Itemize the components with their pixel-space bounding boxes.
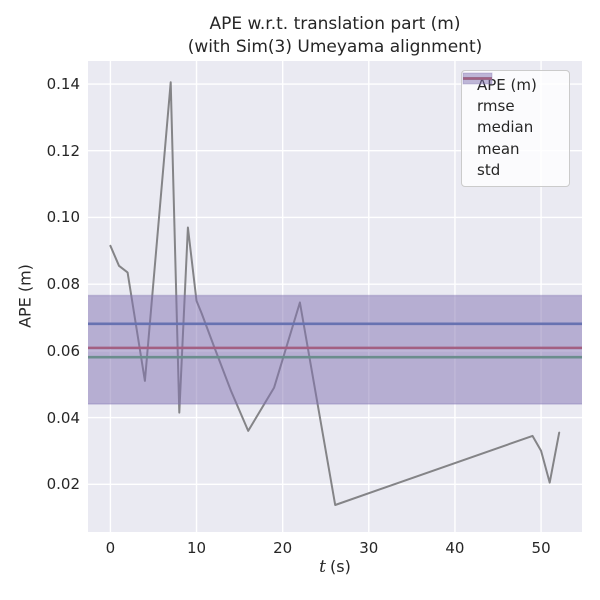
legend-entry-std: std <box>462 72 569 181</box>
x-tick-label: 20 <box>273 539 293 557</box>
x-tick-label: 40 <box>445 539 465 557</box>
y-tick-label: 0.12 <box>46 141 80 160</box>
y-tick-label: 0.06 <box>46 341 80 360</box>
plot-area: APE (m) rmse median mean std <box>88 61 582 532</box>
chart-title-line2: (with Sim(3) Umeyama alignment) <box>187 37 483 57</box>
x-axis-label: t (s) <box>88 557 582 577</box>
legend-entry-median: median <box>463 77 569 138</box>
y-tick-label: 0.14 <box>46 75 80 94</box>
chart-title: APE w.r.t. translation part (m) (with Si… <box>88 13 582 59</box>
legend-label: median <box>477 118 534 137</box>
chart-title-line1: APE w.r.t. translation part (m) <box>209 14 461 34</box>
y-tick-label: 0.02 <box>46 475 80 494</box>
legend-entry-mean: mean <box>463 77 569 159</box>
legend-swatch-band <box>462 72 493 85</box>
y-axis-label: APE (m) <box>15 264 35 328</box>
x-tick-label: 50 <box>531 539 551 557</box>
legend-label: std <box>477 161 501 180</box>
legend-label: rmse <box>477 97 515 116</box>
x-tick-label: 10 <box>186 539 207 557</box>
x-axis-label-var: t <box>319 557 326 577</box>
y-tick-label: 0.08 <box>46 275 80 294</box>
x-axis-label-unit: (s) <box>330 557 351 576</box>
x-tick-label: 0 <box>105 539 116 557</box>
legend-label: mean <box>477 139 520 158</box>
legend: APE (m) rmse median mean std <box>461 70 570 187</box>
std-band <box>88 295 582 404</box>
legend-entry-rmse: rmse <box>463 77 569 116</box>
y-tick-label: 0.04 <box>46 408 80 427</box>
x-tick-label: 30 <box>359 539 379 557</box>
y-tick-label: 0.10 <box>46 208 80 227</box>
